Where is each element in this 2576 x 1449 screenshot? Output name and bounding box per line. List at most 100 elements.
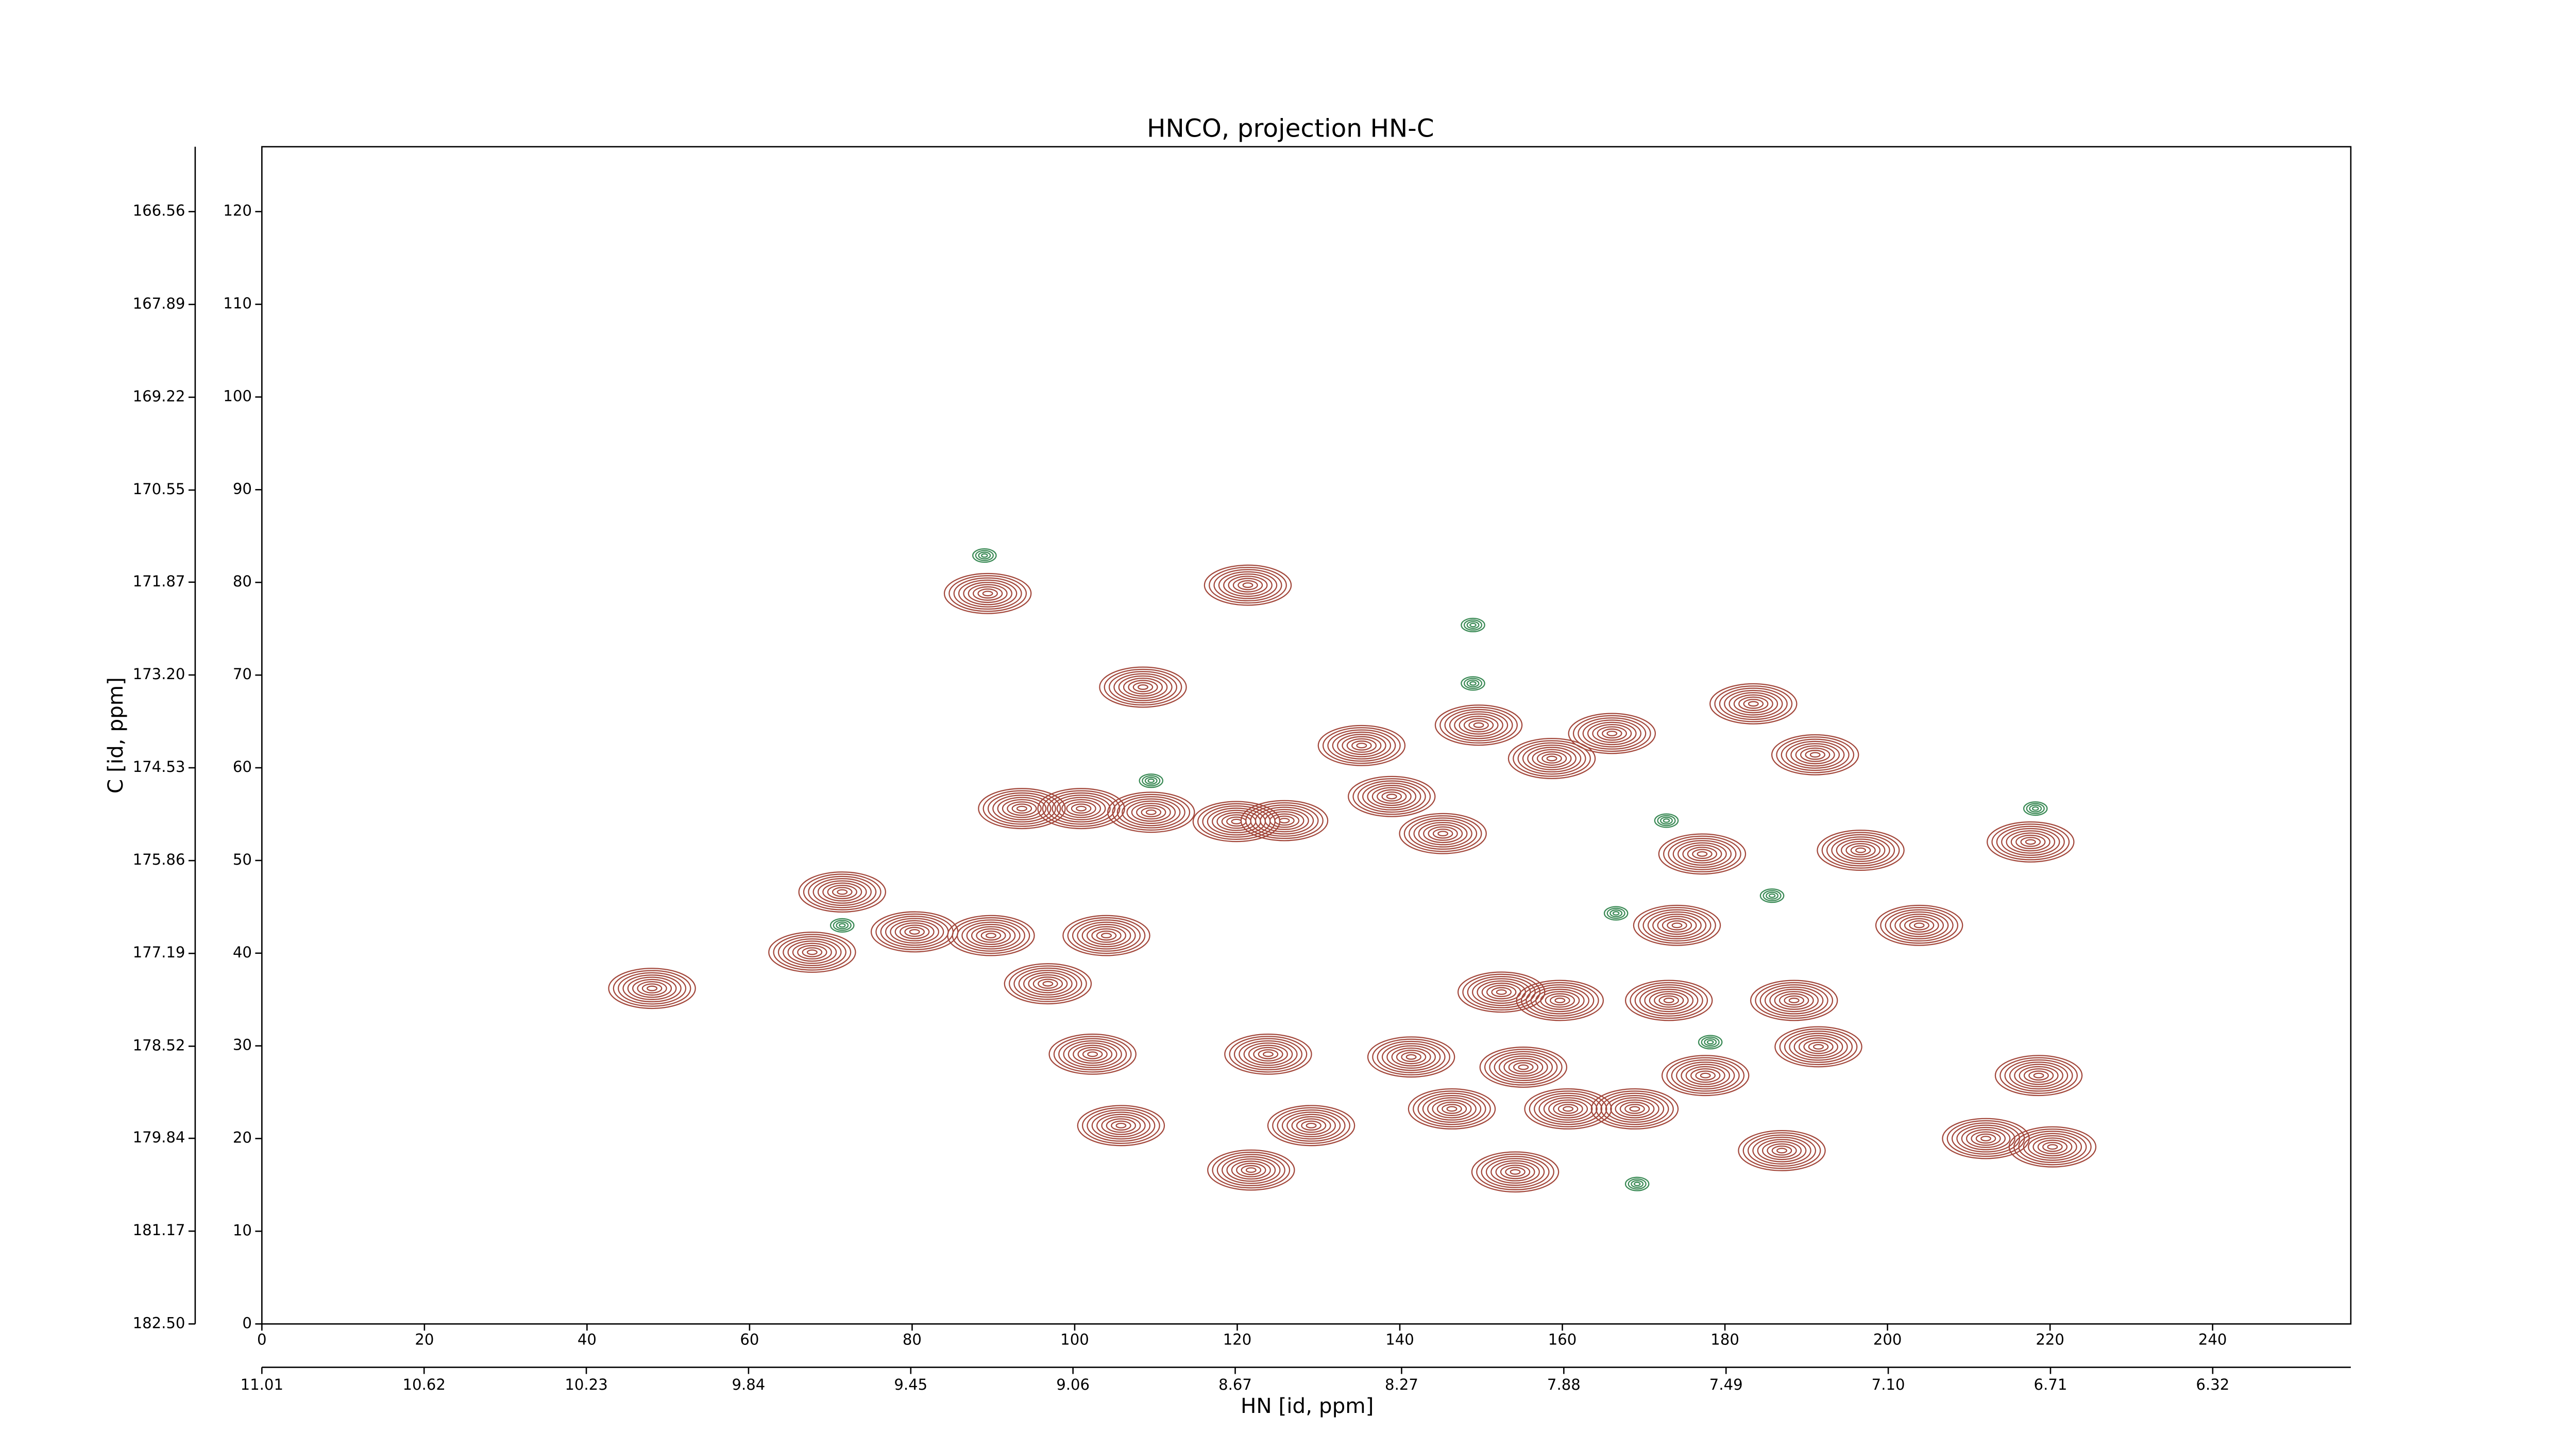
contour-ring (1654, 813, 1679, 828)
contour-ring (1274, 815, 1295, 826)
contour-ring (1437, 831, 1449, 837)
contour-ring (1776, 736, 1855, 773)
contour-ring (2025, 839, 2036, 845)
y2-tick-label: 169.22 (133, 387, 185, 405)
contour-ring (1630, 982, 1708, 1019)
contour-ring (1481, 1155, 1550, 1188)
contour-ring (1546, 755, 1557, 762)
contour-ring (1631, 1180, 1644, 1188)
contour-ring (1123, 678, 1163, 697)
contour-ring (1346, 738, 1377, 753)
contour-ring (1087, 1051, 1098, 1057)
y-tick-label: 40 (233, 943, 252, 961)
contour-ring (1403, 815, 1482, 852)
contour-ring (1439, 706, 1518, 744)
contour-ring (1476, 1153, 1554, 1190)
contour-ring (1789, 1033, 1848, 1061)
contour-ring (1231, 1160, 1271, 1180)
contour-ring (1529, 1090, 1607, 1127)
contour-ring (961, 921, 1021, 950)
contour-ring (1028, 974, 1068, 993)
contour-ring (1296, 1118, 1327, 1133)
contour-ring (1337, 734, 1386, 757)
contour-ring (1880, 907, 1959, 944)
contour-ring (1498, 1055, 1548, 1079)
contour-ring (1042, 981, 1054, 987)
contour-ring (1750, 980, 1838, 1021)
contour-ring (1681, 1064, 1731, 1087)
contour-ring (2029, 804, 2042, 813)
contour-ring (1701, 1036, 1720, 1048)
contour-ring (1128, 680, 1158, 695)
contour-ring (1779, 993, 1809, 1008)
contour-ring (894, 922, 935, 941)
contour-ring (1658, 833, 1747, 875)
contour-ring (1342, 736, 1382, 755)
contour-ring (2042, 1141, 2063, 1152)
contour-ring (1386, 794, 1397, 800)
contour-ring (1536, 751, 1567, 766)
contour-ring (1301, 1120, 1321, 1131)
y-tick-label: 20 (233, 1129, 252, 1147)
contour-ring (1520, 982, 1599, 1019)
x2-tick-label: 9.06 (1056, 1376, 1090, 1393)
y-tick-label: 100 (223, 387, 252, 405)
contour-ring (1218, 571, 1278, 599)
y-tick-label: 0 (242, 1314, 252, 1332)
contour-ring (1695, 1070, 1716, 1081)
contour-ring (1139, 773, 1164, 788)
contour-ring (1131, 802, 1171, 822)
contour-ring (1841, 840, 1881, 860)
x2-tick-label: 10.62 (403, 1376, 446, 1393)
y2-tick-label: 175.86 (133, 851, 185, 868)
contour-ring (1513, 740, 1591, 777)
contour-ring (1733, 694, 1773, 714)
contour-ring (966, 923, 1016, 948)
contour-ring (948, 575, 1027, 612)
contour-ring (1971, 1131, 2001, 1146)
contour-ring (1709, 683, 1798, 724)
contour-ring (1004, 963, 1092, 1005)
y2-tick-label: 177.19 (133, 943, 185, 961)
contour-ring (885, 918, 944, 946)
contour-ring (1224, 1033, 1312, 1075)
contour-ring (608, 968, 696, 1009)
contour-ring (1248, 1044, 1288, 1064)
contour-ring (1644, 988, 1694, 1013)
contour-ring (798, 871, 887, 913)
contour-ring (1250, 804, 1319, 837)
contour-ring (1700, 1072, 1711, 1079)
contour-ring (1766, 891, 1779, 900)
contour-ring (1058, 1038, 1127, 1071)
contour-ring (1534, 1092, 1603, 1125)
contour-ring (2047, 1144, 2058, 1150)
contour-ring (1634, 984, 1703, 1017)
contour-ring (1671, 922, 1683, 929)
contour-ring (2037, 1139, 2068, 1154)
contour-ring (1279, 818, 1290, 823)
contour-ring (890, 920, 940, 944)
contour-ring (833, 919, 852, 931)
contour-ring (1774, 1026, 1862, 1068)
contour-ring (1836, 838, 1886, 862)
contour-ring (1788, 998, 1800, 1003)
contour-ring (1243, 1042, 1293, 1066)
contour-ring (1813, 1044, 1824, 1050)
contour-ring (613, 970, 691, 1007)
contour-ring (1347, 776, 1436, 817)
contour-ring (622, 974, 682, 1003)
contour-ring (641, 983, 663, 993)
contour-ring (1122, 798, 1181, 827)
y2-tick-label: 174.53 (133, 758, 185, 776)
contour-ring (1540, 991, 1580, 1010)
contour-ring (1784, 1031, 1853, 1063)
contour-ring (627, 976, 677, 1000)
contour-ring (1008, 965, 1087, 1002)
contour-ring (1771, 1145, 1792, 1156)
contour-ring (806, 949, 818, 955)
contour-ring (1245, 1167, 1257, 1173)
x2-tick-label: 11.01 (241, 1376, 283, 1393)
contour-ring (1752, 1136, 1811, 1165)
contour-ring (980, 930, 1002, 941)
